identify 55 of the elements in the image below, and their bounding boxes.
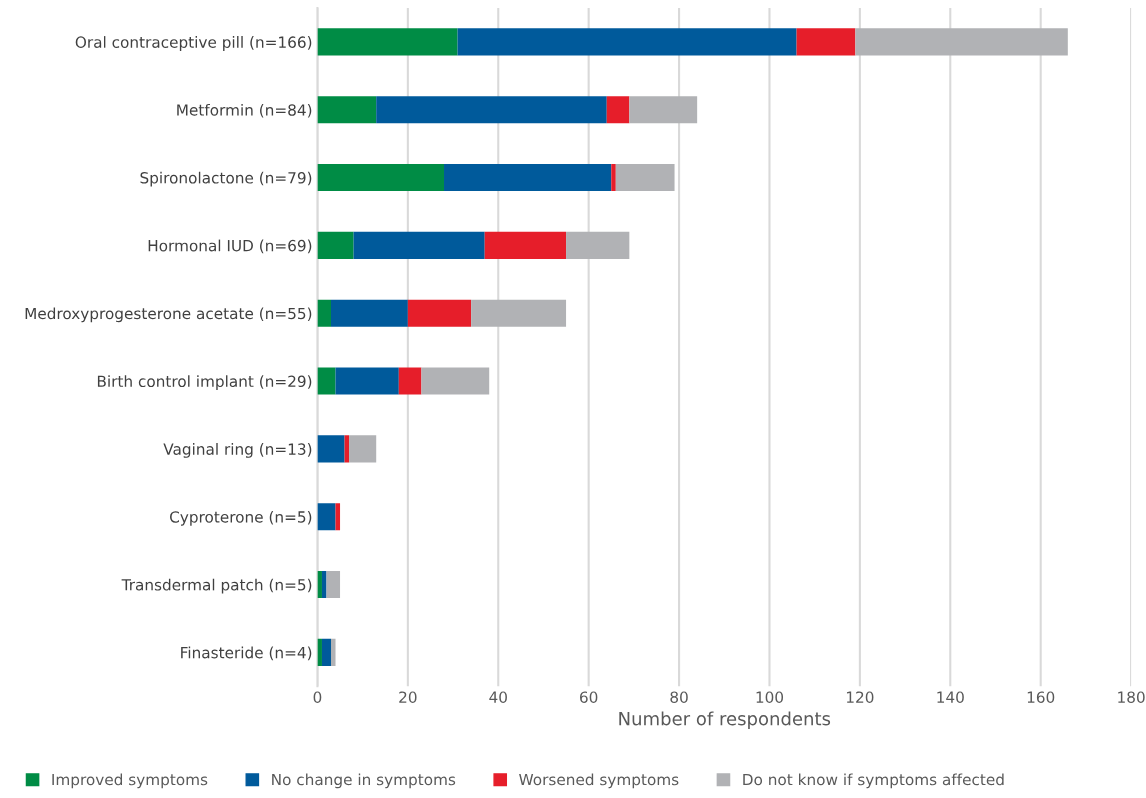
bar <box>615 163 675 192</box>
bar <box>317 299 331 327</box>
y-tick-label: Oral contraceptive pill (n=166) <box>75 36 312 51</box>
bar <box>444 163 612 192</box>
y-tick-label: Transdermal patch (n=5) <box>121 578 312 594</box>
y-tick-label: Metformin (n=84) <box>177 103 312 118</box>
bar <box>484 231 567 259</box>
bar <box>317 435 345 463</box>
bar <box>407 299 472 327</box>
bar <box>471 299 567 327</box>
bar <box>317 503 336 531</box>
bar <box>421 367 490 395</box>
bar <box>376 96 607 124</box>
legend-label: No change in symptoms <box>272 773 456 789</box>
bar <box>629 96 698 124</box>
bar <box>606 96 630 124</box>
x-tick-label: 40 <box>489 691 507 703</box>
bar <box>335 367 399 395</box>
bar <box>566 231 630 259</box>
y-tick-label: Birth control implant (n=29) <box>97 375 312 391</box>
bar <box>855 28 1068 56</box>
x-axis-title: Number of respondents <box>619 711 831 729</box>
x-tick-label: 180 <box>1118 691 1145 703</box>
x-tick-label: 120 <box>846 691 874 703</box>
legend-label: Worsened symptoms <box>519 773 679 789</box>
x-tick-label: 20 <box>399 691 417 703</box>
bar <box>349 435 377 463</box>
bar <box>331 299 408 327</box>
legend-label: Improved symptoms <box>52 773 208 789</box>
x-tick-label: 140 <box>937 691 964 703</box>
y-tick-label: Vaginal ring (n=13) <box>163 443 312 458</box>
bar <box>796 28 856 56</box>
bar <box>398 367 422 395</box>
y-tick-label: Medroxyprogesterone acetate (n=55) <box>25 307 312 323</box>
bar <box>317 28 458 56</box>
x-tick-label: 60 <box>580 691 598 703</box>
x-tick-label: 0 <box>313 691 322 703</box>
bar <box>331 638 336 666</box>
bar <box>611 163 616 192</box>
bar <box>317 367 336 395</box>
y-tick-label: Hormonal IUD (n=69) <box>148 239 312 254</box>
x-tick-label: 160 <box>1027 691 1055 703</box>
y-tick-label: Finasteride (n=4) <box>181 646 312 661</box>
bar <box>457 28 797 56</box>
y-tick-label: Cyproterone (n=5) <box>170 510 312 526</box>
x-tick-label: 100 <box>756 691 784 703</box>
y-tick-label: Spironolactone (n=79) <box>140 171 312 187</box>
bar <box>353 231 485 259</box>
legend-label: Do not know if symptoms affected <box>743 773 1004 789</box>
bar <box>317 163 445 192</box>
bar <box>317 231 354 259</box>
bar <box>321 638 331 666</box>
bar <box>326 570 341 599</box>
bar <box>317 96 377 124</box>
x-tick-label: 80 <box>670 691 688 703</box>
